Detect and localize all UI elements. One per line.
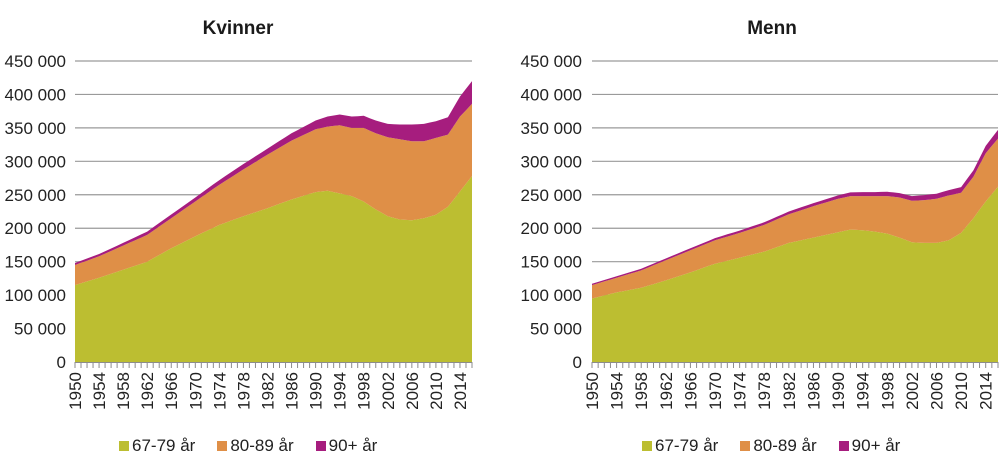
x-tick-label: 1986 bbox=[283, 372, 302, 410]
x-tick-label: 2010 bbox=[952, 372, 971, 410]
y-tick-label: 450 000 bbox=[5, 52, 66, 71]
chart-kvinner: Kvinner 0 50 000 100 000 150 000 200 000 250 … bbox=[5, 18, 473, 410]
chart-title: Kvinner bbox=[203, 18, 274, 39]
area-80-89 bbox=[592, 138, 998, 299]
x-tick-label: 1978 bbox=[755, 372, 774, 410]
y-tick-label: 200 000 bbox=[521, 219, 582, 238]
y-tick-label: 400 000 bbox=[5, 85, 66, 104]
y-tick-label: 250 000 bbox=[521, 186, 582, 205]
x-tick-label: 1990 bbox=[829, 372, 848, 410]
chart-title: Menn bbox=[747, 18, 797, 39]
legend-item-67-79: 67-79 år bbox=[642, 436, 718, 456]
y-tick-label: 450 000 bbox=[521, 52, 582, 71]
x-tick-label: 2014 bbox=[451, 372, 470, 410]
x-tick-label: 2014 bbox=[977, 372, 996, 410]
x-tick-label: 2006 bbox=[928, 372, 947, 410]
x-tick-label: 1950 bbox=[66, 372, 85, 410]
legend-item-80-89: 80-89 år bbox=[740, 436, 817, 456]
legend-item-90plus: 90+ år bbox=[838, 436, 901, 456]
legend-swatch-90plus bbox=[315, 441, 326, 451]
chart-menn: Menn 0 50 000 100 000 150 000 200 000 250 000… bbox=[521, 18, 999, 410]
x-tick-label: 2006 bbox=[403, 372, 422, 410]
legend-swatch-90plus bbox=[838, 441, 849, 451]
x-tick-label: 1974 bbox=[210, 372, 229, 410]
legend-label: 80-89 år bbox=[753, 436, 817, 455]
y-tick-label: 350 000 bbox=[5, 119, 66, 138]
y-tick-label: 100 000 bbox=[5, 286, 66, 305]
legend-label: 90+ år bbox=[328, 436, 378, 455]
x-tick-label: 1966 bbox=[681, 372, 700, 410]
x-tick-label: 1958 bbox=[114, 372, 133, 410]
legend-item-90plus: 90+ år bbox=[315, 436, 378, 456]
legend-label: 67-79 år bbox=[655, 436, 719, 455]
x-tick-label: 1994 bbox=[331, 372, 350, 410]
legend-swatch-80-89 bbox=[740, 441, 751, 451]
legend-swatch-67-79 bbox=[642, 441, 652, 451]
y-tick-label: 200 000 bbox=[5, 219, 66, 238]
x-tick-label: 2002 bbox=[379, 372, 398, 410]
y-tick-label: 0 bbox=[57, 353, 66, 372]
y-tick-label: 150 000 bbox=[5, 253, 66, 272]
legend-label: 80-89 år bbox=[230, 436, 294, 455]
legend-swatch-80-89 bbox=[217, 441, 228, 451]
y-tick-label: 400 000 bbox=[521, 85, 582, 104]
legend-item-67-79: 67-79 år bbox=[119, 436, 195, 456]
y-tick-label: 250 000 bbox=[5, 186, 66, 205]
x-tick-label: 1998 bbox=[355, 372, 374, 410]
x-tick-label: 2010 bbox=[427, 372, 446, 410]
y-tick-label: 300 000 bbox=[521, 152, 582, 171]
x-tick-label: 1970 bbox=[706, 372, 725, 410]
area-67-79 bbox=[592, 186, 998, 362]
x-tick-label: 1950 bbox=[583, 372, 602, 410]
x-tick-label: 1962 bbox=[138, 372, 157, 410]
x-tick-label: 1982 bbox=[780, 372, 799, 410]
x-tick-label: 1978 bbox=[234, 372, 253, 410]
legend-kvinner: 67-79 år 80-89 år 90+ år bbox=[119, 436, 399, 456]
x-tick-label: 1954 bbox=[608, 372, 627, 410]
y-tick-label: 300 000 bbox=[5, 152, 66, 171]
legend-item-80-89: 80-89 år bbox=[217, 436, 294, 456]
x-tick-label: 1962 bbox=[657, 372, 676, 410]
x-tick-label: 1982 bbox=[259, 372, 278, 410]
y-tick-label: 100 000 bbox=[521, 286, 582, 305]
y-tick-label: 50 000 bbox=[14, 320, 66, 339]
y-tick-label: 0 bbox=[573, 353, 582, 372]
x-tick-label: 1998 bbox=[878, 372, 897, 410]
legend-label: 67-79 år bbox=[132, 436, 196, 455]
x-tick-label: 1990 bbox=[307, 372, 326, 410]
legend-label: 90+ år bbox=[851, 436, 901, 455]
area-80-89 bbox=[75, 103, 472, 286]
y-tick-label: 50 000 bbox=[530, 320, 582, 339]
x-tick-label: 1994 bbox=[854, 372, 873, 410]
x-tick-label: 1986 bbox=[805, 372, 824, 410]
y-tick-label: 150 000 bbox=[521, 253, 582, 272]
area-67-79 bbox=[75, 176, 472, 362]
y-tick-label: 350 000 bbox=[521, 119, 582, 138]
legend-swatch-67-79 bbox=[119, 441, 129, 451]
x-tick-label: 1974 bbox=[731, 372, 750, 410]
x-tick-label: 1958 bbox=[632, 372, 651, 410]
x-tick-label: 1954 bbox=[90, 372, 109, 410]
area-90plus bbox=[75, 81, 472, 265]
legend-menn: 67-79 år 80-89 år 90+ år bbox=[642, 436, 922, 456]
x-tick-label: 1970 bbox=[186, 372, 205, 410]
x-tick-label: 2002 bbox=[903, 372, 922, 410]
x-tick-label: 1966 bbox=[162, 372, 181, 410]
